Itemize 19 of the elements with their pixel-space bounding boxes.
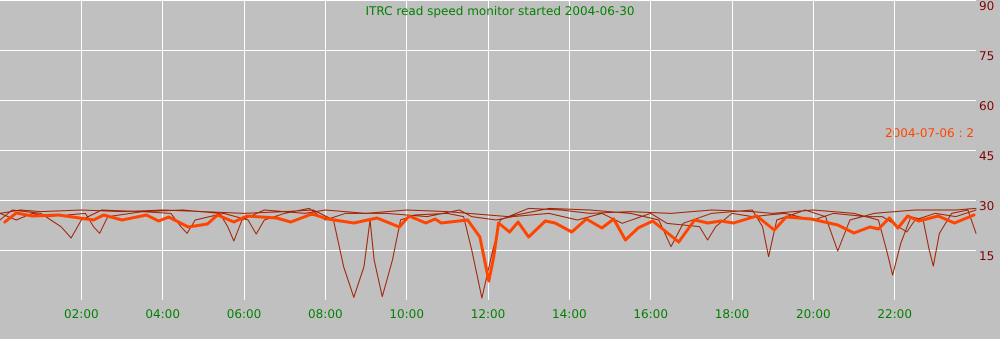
- y-tick-label: 60: [979, 99, 994, 113]
- y-tick-label: 30: [979, 199, 994, 213]
- y-tick-label: 15: [979, 249, 994, 263]
- x-tick-label: 10:00: [389, 307, 424, 321]
- x-tick-label: 16:00: [633, 307, 668, 321]
- x-tick-label: 02:00: [64, 307, 99, 321]
- x-tick-label: 12:00: [470, 307, 506, 321]
- y-tick-label: 75: [979, 49, 994, 63]
- x-tick-label: 14:00: [552, 307, 587, 321]
- chart-title: ITRC read speed monitor started 2004-06-30: [366, 4, 634, 18]
- y-tick-label: 45: [979, 149, 994, 163]
- annotation: 2004-07-06 : 2: [884, 126, 974, 140]
- x-tick-label: 04:00: [145, 307, 180, 321]
- x-tick-label: 06:00: [226, 307, 262, 321]
- x-tick-label: 20:00: [796, 307, 831, 321]
- x-tick-label: 08:00: [308, 307, 343, 321]
- x-tick-label: 18:00: [714, 307, 750, 321]
- x-tick-label: 22:00: [877, 307, 912, 321]
- y-tick-label: 90: [979, 0, 994, 13]
